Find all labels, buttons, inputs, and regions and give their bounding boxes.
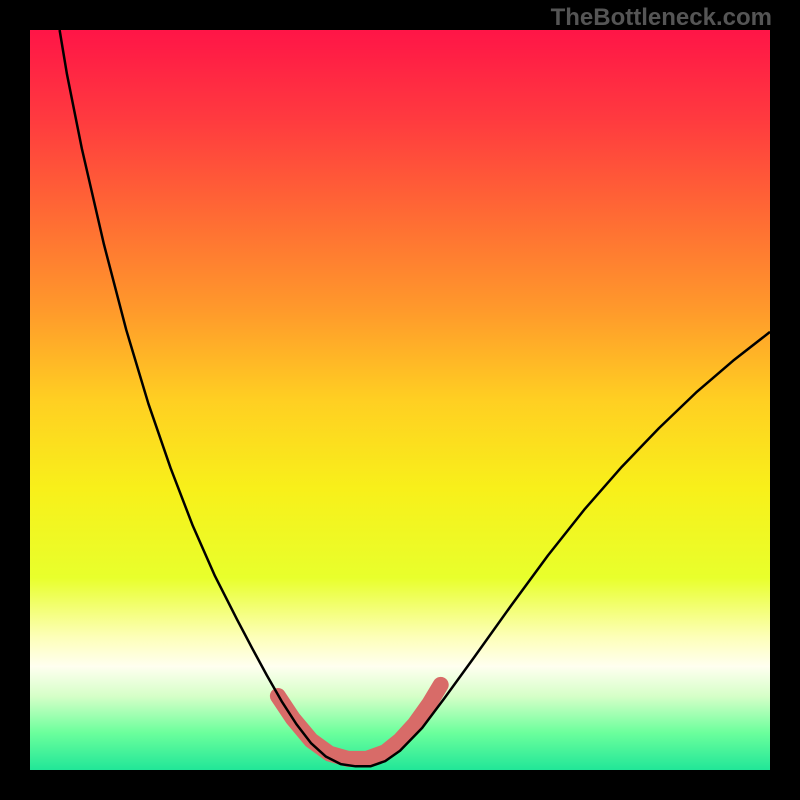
watermark-text: TheBottleneck.com	[551, 4, 772, 32]
curve-svg-layer	[30, 30, 770, 770]
main-curve-path	[60, 30, 770, 766]
highlight-band-path	[278, 685, 441, 759]
chart-stage: TheBottleneck.com	[0, 0, 800, 800]
plot-area	[30, 30, 770, 770]
